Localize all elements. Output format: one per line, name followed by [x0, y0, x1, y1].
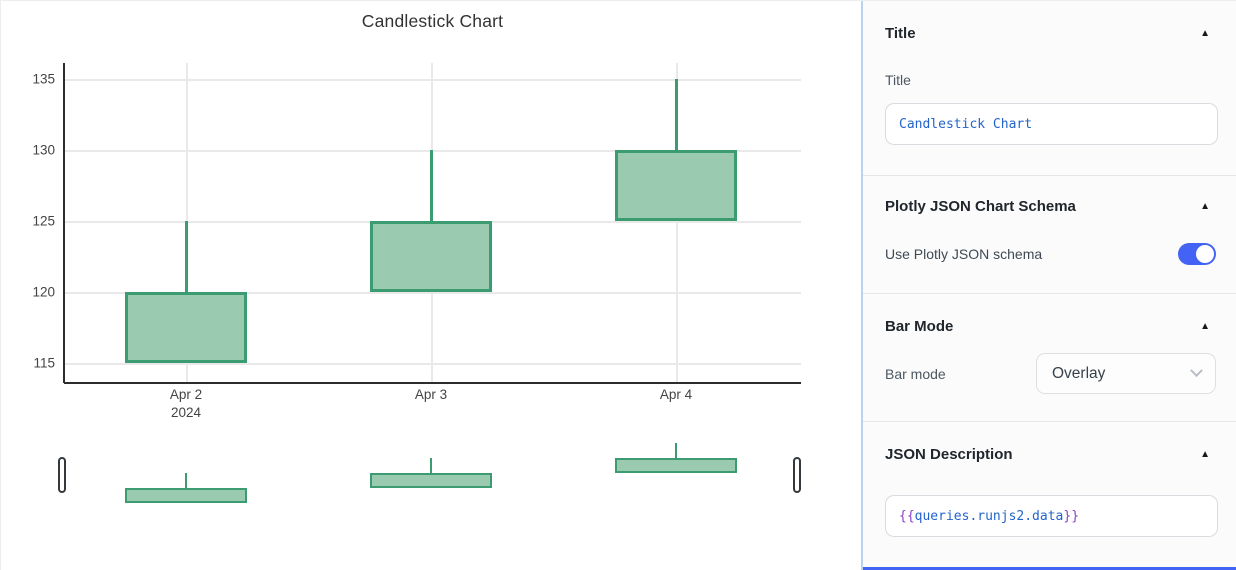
x-axis-line — [64, 382, 801, 384]
candle-wick — [674, 79, 678, 150]
y-axis-tick-label: 130 — [32, 142, 55, 158]
json-value-close-braces: }} — [1063, 508, 1080, 524]
x-axis-tick-label: Apr 4 — [659, 387, 693, 402]
collapse-arrow-icon[interactable]: ▲ — [1200, 200, 1210, 212]
chevron-down-icon — [1190, 364, 1203, 378]
use-schema-toggle[interactable] — [1178, 243, 1216, 265]
barmode-section-header: Bar Mode — [885, 318, 954, 335]
barmode-select[interactable]: Overlay — [1036, 353, 1216, 394]
collapse-arrow-icon[interactable]: ▲ — [1200, 320, 1210, 332]
section-json-description: JSON Description ▲ {{queries.runjs2.data… — [863, 421, 1236, 553]
section-bar-mode: Bar Mode ▲ Bar mode Overlay — [863, 293, 1236, 421]
candle-wick — [429, 150, 433, 221]
candlestick[interactable] — [615, 150, 737, 221]
selection-highlight-bar — [863, 567, 1236, 570]
title-field-label: Title — [885, 72, 911, 88]
barmode-selected-value: Overlay — [1052, 364, 1106, 382]
title-input[interactable]: Candlestick Chart — [885, 103, 1218, 145]
candlestick[interactable] — [370, 221, 492, 292]
y-axis-tick-label: 115 — [33, 355, 55, 371]
inspector-panel: Title ▲ Title Candlestick Chart Plotly J… — [861, 1, 1236, 570]
json-value-expression: queries.runjs2.data — [914, 508, 1064, 524]
title-input-value: Candlestick Chart — [899, 116, 1033, 132]
json-section-header: JSON Description — [885, 446, 1013, 463]
x-axis-tick-label: Apr 2 2024 — [169, 387, 203, 420]
section-plotly-schema: Plotly JSON Chart Schema ▲ Use Plotly JS… — [863, 175, 1236, 293]
section-title: Title ▲ Title Candlestick Chart — [863, 1, 1236, 175]
toggle-knob — [1196, 245, 1214, 263]
rangeslider-right-handle[interactable] — [793, 457, 801, 493]
candlestick-chart[interactable]: Candlestick Chart 115 120 125 130 135 Apr 2 20… — [1, 1, 860, 570]
y-axis-tick-label: 125 — [32, 213, 55, 229]
schema-section-header: Plotly JSON Chart Schema — [885, 198, 1076, 215]
collapse-arrow-icon[interactable]: ▲ — [1200, 27, 1210, 39]
json-value-open-braces: {{ — [899, 508, 915, 524]
candlestick[interactable] — [615, 458, 737, 473]
json-description-input[interactable]: {{queries.runjs2.data}} — [885, 495, 1218, 537]
candlestick[interactable] — [125, 292, 247, 363]
x-axis-tick-label: Apr 3 — [414, 387, 448, 402]
candle-wick — [430, 458, 432, 473]
y-axis-line — [63, 63, 65, 383]
y-axis-tick-label: 135 — [32, 71, 55, 87]
candlestick[interactable] — [370, 473, 492, 488]
candle-wick — [184, 221, 188, 292]
gridline-vertical — [676, 63, 678, 382]
chart-title: Candlestick Chart — [361, 11, 504, 31]
section-title-header: Title — [885, 25, 916, 42]
collapse-arrow-icon[interactable]: ▲ — [1200, 448, 1210, 460]
rangeslider-left-handle[interactable] — [58, 457, 66, 493]
use-schema-label: Use Plotly JSON schema — [885, 246, 1043, 262]
barmode-field-label: Bar mode — [885, 365, 946, 382]
candle-wick — [675, 443, 677, 458]
candlestick[interactable] — [125, 488, 247, 503]
candle-wick — [185, 473, 187, 488]
y-axis-tick-label: 120 — [32, 284, 55, 300]
